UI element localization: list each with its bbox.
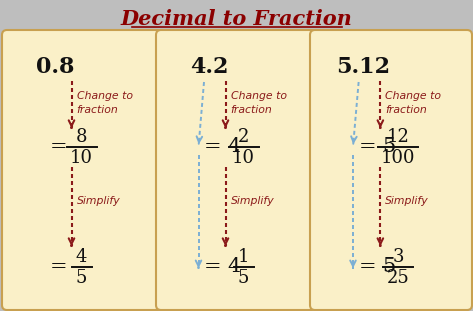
FancyBboxPatch shape [310,30,472,310]
Text: 1: 1 [238,248,249,266]
Text: =: = [204,258,221,276]
Text: 10: 10 [232,149,255,167]
Text: 4: 4 [228,258,241,276]
Text: 25: 25 [387,269,410,287]
FancyBboxPatch shape [2,30,162,310]
Text: =: = [204,137,221,156]
Text: 100: 100 [381,149,416,167]
Text: =: = [359,137,377,156]
Text: 2: 2 [238,128,249,146]
Text: 5: 5 [382,137,395,156]
Text: Change to
fraction: Change to fraction [385,91,441,114]
Text: Decimal to Fraction: Decimal to Fraction [121,9,352,29]
Text: 5: 5 [238,269,249,287]
Text: 10: 10 [70,149,93,167]
Text: 5.12: 5.12 [337,56,391,78]
Text: 4: 4 [76,248,87,266]
FancyBboxPatch shape [156,30,316,310]
Text: 5: 5 [382,258,395,276]
Text: 8: 8 [76,128,87,146]
Text: Change to
fraction: Change to fraction [230,91,287,114]
Text: Simplify: Simplify [230,196,274,206]
Text: 5: 5 [76,269,87,287]
Text: Change to
fraction: Change to fraction [77,91,132,114]
Text: 12: 12 [387,128,410,146]
Text: 4: 4 [228,137,241,156]
Text: 3: 3 [393,248,404,266]
Text: =: = [50,137,68,156]
Text: =: = [50,258,68,276]
Text: Simplify: Simplify [385,196,429,206]
Text: 4.2: 4.2 [190,56,228,78]
Text: Simplify: Simplify [77,196,120,206]
Text: 0.8: 0.8 [36,56,74,78]
Text: =: = [359,258,377,276]
